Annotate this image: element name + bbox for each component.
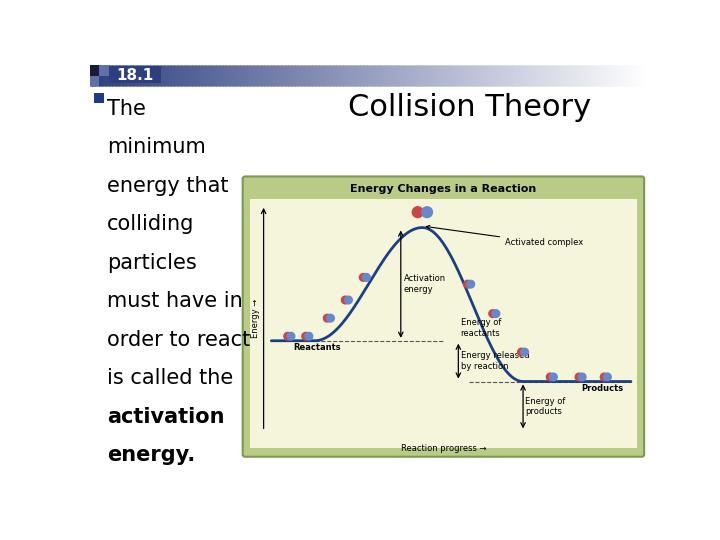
- FancyBboxPatch shape: [243, 177, 644, 457]
- Text: Products: Products: [581, 384, 624, 393]
- Circle shape: [578, 373, 586, 381]
- Circle shape: [341, 296, 349, 304]
- Bar: [94, 92, 104, 103]
- Circle shape: [345, 296, 352, 304]
- Circle shape: [305, 333, 312, 340]
- Circle shape: [413, 207, 423, 218]
- Text: Energy →: Energy →: [251, 299, 261, 338]
- Circle shape: [492, 310, 500, 318]
- Bar: [250, 199, 637, 448]
- Circle shape: [359, 274, 367, 281]
- Bar: [109, 66, 161, 83]
- Text: must have in: must have in: [107, 291, 243, 311]
- Text: Activated complex: Activated complex: [426, 225, 583, 247]
- Text: 18.1: 18.1: [117, 68, 153, 83]
- Circle shape: [549, 373, 557, 381]
- Text: energy that: energy that: [107, 176, 228, 195]
- Text: Energy of
products: Energy of products: [526, 397, 566, 416]
- Text: minimum: minimum: [107, 137, 206, 157]
- Text: activation: activation: [107, 407, 225, 427]
- Text: The: The: [107, 99, 146, 119]
- Text: Reaction progress →: Reaction progress →: [400, 444, 486, 453]
- Circle shape: [600, 373, 608, 381]
- Circle shape: [284, 333, 292, 340]
- Circle shape: [546, 373, 554, 381]
- Text: energy.: energy.: [107, 445, 195, 465]
- Text: colliding: colliding: [107, 214, 194, 234]
- Circle shape: [287, 333, 294, 340]
- Circle shape: [363, 274, 370, 281]
- Circle shape: [575, 373, 583, 381]
- Circle shape: [323, 314, 331, 322]
- Text: particles: particles: [107, 253, 197, 273]
- Text: Reactants: Reactants: [293, 343, 341, 352]
- Text: Energy released
by reaction: Energy released by reaction: [461, 352, 529, 371]
- Text: Energy Changes in a Reaction: Energy Changes in a Reaction: [350, 184, 536, 194]
- Circle shape: [521, 348, 528, 356]
- Text: Activation
energy: Activation energy: [404, 274, 446, 294]
- Circle shape: [489, 310, 497, 318]
- Circle shape: [603, 373, 611, 381]
- Circle shape: [422, 207, 433, 218]
- Bar: [99, 65, 109, 76]
- Text: Collision Theory: Collision Theory: [348, 93, 591, 122]
- Circle shape: [327, 314, 334, 322]
- Text: Energy of
reactants: Energy of reactants: [461, 318, 501, 338]
- Bar: [90, 65, 99, 76]
- Circle shape: [464, 280, 472, 288]
- Circle shape: [302, 333, 310, 340]
- Bar: [90, 76, 99, 86]
- Text: order to react: order to react: [107, 330, 251, 350]
- Text: is called the: is called the: [107, 368, 233, 388]
- Circle shape: [518, 348, 526, 356]
- Circle shape: [467, 280, 474, 288]
